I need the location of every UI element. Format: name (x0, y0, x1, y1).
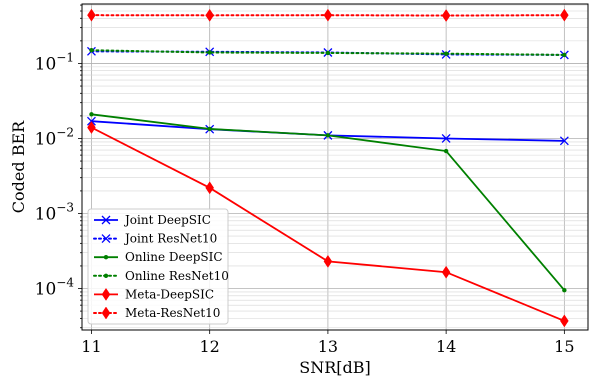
x-tick-label: 11 (81, 337, 101, 356)
legend-item: Online DeepSIC (94, 250, 223, 264)
legend-box (87, 208, 229, 325)
data-point (325, 133, 331, 138)
data-point (89, 112, 94, 117)
data-point (87, 8, 96, 22)
legend-marker (101, 287, 111, 301)
y-tick-label: 10−2 (35, 125, 74, 149)
data-point (560, 8, 569, 22)
legend-label: Joint ResNet10 (123, 232, 217, 246)
x-tick-label: 13 (318, 337, 338, 356)
series-lines (86, 8, 569, 328)
plot-frame (81, 3, 589, 331)
legend: Joint DeepSIC Joint ResNet10 Online DeepSI… (87, 208, 229, 325)
data-point (560, 314, 569, 328)
legend-label: Online DeepSIC (125, 250, 223, 264)
series-online-resnet10 (89, 48, 567, 58)
legend-label: Joint DeepSIC (123, 213, 211, 227)
legend-item: Meta-DeepSIC (94, 287, 214, 301)
data-point (562, 52, 567, 58)
legend-marker (103, 273, 109, 278)
y-axis-label: Coded BER (9, 120, 28, 213)
data-point (443, 148, 449, 154)
y-tick-label: 10−3 (35, 200, 74, 224)
x-tick-label: 12 (200, 337, 220, 356)
legend-marker (103, 255, 109, 260)
y-tick-label: 10−4 (35, 276, 75, 300)
data-point (205, 181, 214, 195)
legend-item: Joint DeepSIC (94, 213, 211, 227)
x-tick-label: 15 (554, 337, 574, 356)
data-point (89, 48, 94, 53)
legend-item: Meta-ResNet10 (93, 306, 220, 320)
legend-marker (101, 215, 111, 225)
data-point (207, 126, 212, 132)
y-tick-label: 10−1 (35, 50, 74, 74)
series-meta-resnet10 (87, 8, 569, 22)
data-point (559, 136, 569, 146)
data-point (562, 287, 567, 293)
series-online-deepsic (89, 112, 567, 293)
legend-marker (101, 234, 111, 244)
data-point (87, 121, 96, 134)
legend-label: Online ResNet10 (125, 269, 229, 283)
data-point (205, 8, 214, 22)
data-point (441, 134, 451, 143)
legend-item: Joint ResNet10 (93, 232, 217, 246)
legend-label: Meta-DeepSIC (125, 287, 214, 301)
series-meta-deepsic (87, 121, 569, 328)
x-axis-label: SNR[dB] (299, 358, 371, 377)
axis-ticks: 11 12 13 14 15 10−1 10−2 10−3 10−4 (35, 4, 575, 356)
data-point (325, 50, 331, 56)
data-point (441, 265, 451, 279)
data-point (441, 9, 451, 22)
data-point (323, 254, 333, 268)
x-tick-label: 14 (436, 337, 456, 356)
data-point (323, 8, 333, 22)
data-point (207, 50, 212, 55)
legend-item: Online ResNet10 (93, 269, 229, 283)
legend-label: Meta-ResNet10 (125, 306, 220, 320)
data-point (443, 51, 449, 56)
legend-marker (101, 306, 111, 320)
